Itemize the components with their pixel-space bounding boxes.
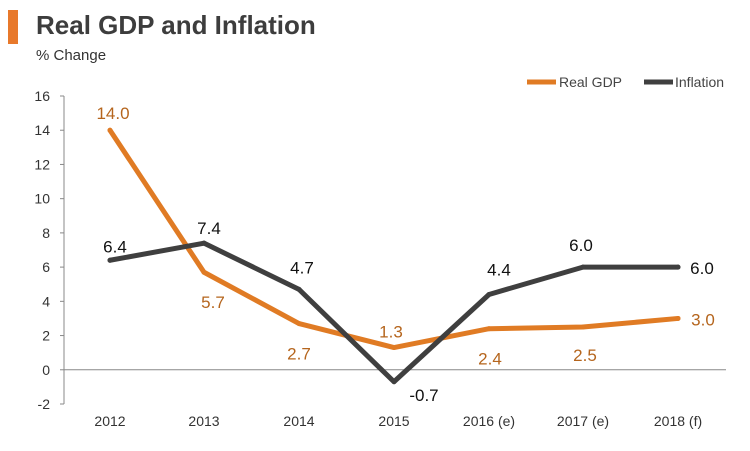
y-tick-label: 10 bbox=[34, 191, 50, 207]
inflation-point bbox=[296, 286, 302, 292]
legend: Real GDP Inflation bbox=[527, 74, 724, 90]
x-tick-label: 2014 bbox=[283, 413, 314, 429]
x-tick-label: 2015 bbox=[378, 413, 409, 429]
inflation-data-label: 4.4 bbox=[487, 260, 511, 279]
y-tick-label: 16 bbox=[34, 88, 50, 104]
real-gdp-point bbox=[107, 127, 113, 133]
inflation-data-label: 4.7 bbox=[290, 258, 314, 277]
y-tick-label: 8 bbox=[42, 225, 50, 241]
x-tick-label: 2013 bbox=[188, 413, 219, 429]
inflation-data-label: 6.0 bbox=[569, 236, 593, 255]
data-labels: 14.0 5.7 2.7 1.3 2.4 2.5 3.0 6.4 7.4 4.7 -0.7 4.4 6.… bbox=[96, 104, 714, 405]
inflation-data-label: -0.7 bbox=[409, 386, 438, 405]
real-gdp-point bbox=[675, 315, 681, 321]
inflation-point bbox=[107, 257, 113, 263]
real-gdp-point bbox=[296, 321, 302, 327]
inflation-point bbox=[580, 264, 586, 270]
inflation-data-label: 6.0 bbox=[690, 259, 714, 278]
real-gdp-data-label: 14.0 bbox=[96, 104, 129, 123]
series-group bbox=[107, 127, 681, 385]
legend-real-gdp-label: Real GDP bbox=[559, 74, 622, 90]
inflation-data-label: 7.4 bbox=[197, 219, 221, 238]
inflation-point bbox=[391, 379, 397, 385]
x-tick-label: 2017 (e) bbox=[557, 413, 609, 429]
inflation-data-label: 6.4 bbox=[103, 237, 127, 256]
real-gdp-point bbox=[486, 326, 492, 332]
x-tick-label: 2012 bbox=[94, 413, 125, 429]
inflation-point bbox=[201, 240, 207, 246]
inflation-point bbox=[486, 291, 492, 297]
x-tick-label: 2016 (e) bbox=[463, 413, 515, 429]
real-gdp-point bbox=[201, 269, 207, 275]
real-gdp-point bbox=[391, 345, 397, 351]
real-gdp-data-label: 5.7 bbox=[201, 293, 225, 312]
axes: -2 0 2 4 6 8 10 12 14 16 2012 2013 2014 2015 2016 (e) 2… bbox=[34, 88, 726, 429]
real-gdp-data-label: 1.3 bbox=[379, 323, 403, 342]
title-accent-bar bbox=[8, 10, 18, 44]
real-gdp-data-label: 2.7 bbox=[287, 345, 311, 364]
real-gdp-data-label: 2.4 bbox=[478, 350, 502, 369]
real-gdp-data-label: 2.5 bbox=[573, 346, 597, 365]
chart-subtitle: % Change bbox=[36, 47, 107, 64]
real-gdp-data-label: 3.0 bbox=[691, 310, 715, 329]
legend-inflation-label: Inflation bbox=[675, 74, 724, 90]
y-tick-label: 0 bbox=[42, 362, 50, 378]
inflation-point bbox=[675, 264, 681, 270]
chart-title: Real GDP and Inflation bbox=[36, 10, 316, 40]
y-tick-label: 14 bbox=[34, 122, 50, 138]
real-gdp-point bbox=[580, 324, 586, 330]
y-tick-label: 4 bbox=[42, 293, 50, 309]
y-tick-label: -2 bbox=[38, 396, 51, 412]
x-tick-label: 2018 (f) bbox=[654, 413, 702, 429]
y-tick-label: 2 bbox=[42, 328, 50, 344]
y-tick-label: 6 bbox=[42, 259, 50, 275]
y-tick-label: 12 bbox=[34, 156, 50, 172]
